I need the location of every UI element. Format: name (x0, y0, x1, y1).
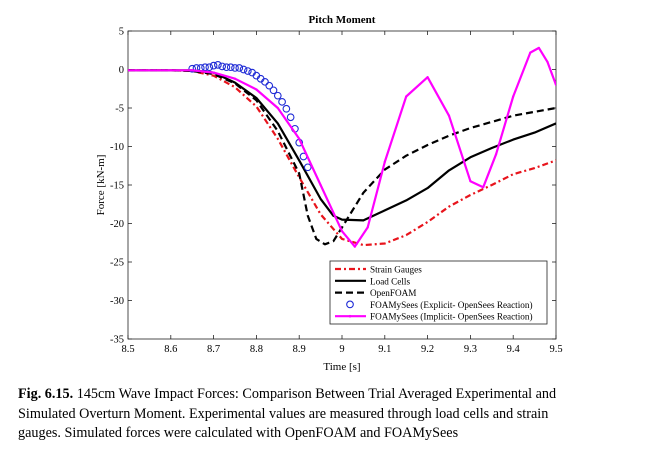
series-line-4 (128, 46, 556, 248)
y-axis-label: Force [kN-m] (95, 155, 107, 216)
data-point-foamysees-implicit (546, 60, 549, 63)
data-point-foamysees-implicit (319, 183, 322, 187)
legend-box (329, 260, 548, 325)
data-point-foamysees-explicit (214, 61, 222, 69)
data-point-foamysees-explicit (188, 64, 197, 73)
chart-title: Pitch Moment (309, 14, 376, 26)
data-point-foamysees-implicit (383, 160, 386, 163)
data-point-foamysees-implicit (233, 77, 237, 80)
legend-label: Strain Gauges (370, 265, 422, 275)
data-point-foamysees-explicit (226, 63, 235, 72)
series-line-0 (128, 69, 556, 247)
y-tick-label: -25 (110, 258, 124, 269)
y-tick-label: -20 (110, 219, 124, 230)
caption-text-1: 145cm Wave Impact Forces: Comparison Bet… (76, 386, 557, 402)
data-point-foamysees-explicit (218, 62, 227, 71)
y-tick-label: -30 (110, 296, 124, 307)
figure-caption: Fig. 6.15. 145cm Wave Impact Forces: Com… (18, 385, 644, 444)
data-point-foamysees-implicit (494, 153, 498, 156)
x-tick-label: 9.2 (421, 344, 434, 355)
data-point-foamysees-implicit (340, 230, 344, 233)
y-tick-label: 0 (119, 65, 124, 76)
data-point-foamysees-explicit (269, 86, 278, 95)
data-point-foamysees-implicit (255, 88, 258, 91)
y-tick-label: -5 (115, 104, 124, 115)
x-tick-label: 8.6 (164, 344, 177, 355)
data-point-foamysees-explicit (222, 63, 231, 72)
x-tick-label: 8.8 (250, 344, 263, 355)
data-point-foamysees-explicit (201, 63, 209, 72)
series-line-2 (128, 69, 556, 246)
data-point-foamysees-explicit (231, 64, 239, 72)
data-point-foamysees-implicit (128, 69, 130, 72)
data-point-foamysees-explicit (243, 67, 252, 75)
data-point-foamysees-explicit (235, 64, 244, 72)
data-point-foamysees-implicit (447, 114, 451, 117)
data-point-foamysees-implicit (191, 69, 194, 72)
data-point-foamysees-implicit (212, 71, 215, 74)
x-tick-label: 8.9 (293, 344, 306, 355)
data-point-foamysees-implicit (537, 46, 540, 50)
y-tick-label: -15 (110, 181, 124, 192)
data-point-foamysees-explicit (303, 163, 312, 172)
legend-swatch-dot (348, 314, 352, 318)
x-axis-label: Time [s] (323, 361, 360, 373)
data-point-foamysees-explicit (261, 77, 269, 86)
x-tick-label: 9 (339, 344, 344, 355)
legend-label: FOAMySees (Implicit- OpenSees Reaction) (370, 312, 533, 322)
data-point-foamysees-implicit (426, 76, 429, 79)
x-tick-label: 9.3 (464, 344, 477, 355)
x-tick-label: 9.1 (378, 344, 391, 355)
data-point-foamysees-implicit (469, 180, 472, 183)
data-point-foamysees-implicit (482, 186, 485, 189)
x-tick-label: 8.5 (121, 344, 134, 355)
data-point-foamysees-implicit (512, 95, 515, 98)
series-line-1 (128, 69, 556, 222)
data-point-foamysees-explicit (209, 61, 218, 70)
y-tick-label: -35 (110, 335, 124, 346)
data-point-foamysees-explicit (205, 63, 214, 72)
pitch-moment-chart: 8.5 8.6 8.7 8.8 8.9 9 9.1 9.2 9.3 9.4 9.5 5 0 -5 -10 -1… (95, 14, 563, 373)
y-tick-label: 5 (119, 27, 124, 38)
legend-label: OpenFOAM (370, 288, 416, 298)
data-point-foamysees-implicit (298, 137, 301, 140)
legend-label: FOAMySees (Explicit- OpenSees Reaction) (370, 300, 533, 310)
data-point-foamysees-implicit (554, 83, 556, 86)
data-point-foamysees-explicit (239, 65, 248, 74)
data-point-foamysees-explicit (286, 113, 295, 122)
legend-label: Load Cells (370, 276, 410, 286)
data-point-foamysees-explicit (278, 97, 286, 106)
data-point-foamysees-implicit (353, 245, 356, 248)
caption-label: Fig. 6.15. (18, 386, 74, 402)
caption-line-3: gauges. Simulated forces were calculated… (18, 425, 459, 441)
data-point-foamysees-explicit (265, 81, 274, 90)
data-point-foamysees-implicit (169, 69, 172, 72)
caption-line-2: Simulated Overturn Moment. Experimental … (18, 405, 549, 422)
data-point-foamysees-implicit (405, 95, 408, 98)
series-group (128, 46, 556, 248)
y-tick-label: -10 (110, 142, 124, 153)
data-point-foamysees-explicit (273, 91, 282, 100)
legend-swatch (346, 300, 354, 309)
data-point-foamysees-implicit (276, 106, 279, 110)
x-tick-label: 8.7 (207, 344, 220, 355)
data-point-foamysees-implicit (529, 51, 532, 54)
data-point-foamysees-explicit (282, 104, 291, 113)
caption-line-1: Fig. 6.15. 145cm Wave Impact Forces: Com… (18, 385, 644, 405)
data-point-foamysees-implicit (366, 226, 369, 229)
x-tick-label: 9.5 (549, 344, 562, 355)
x-tick-label: 9.4 (507, 344, 521, 355)
